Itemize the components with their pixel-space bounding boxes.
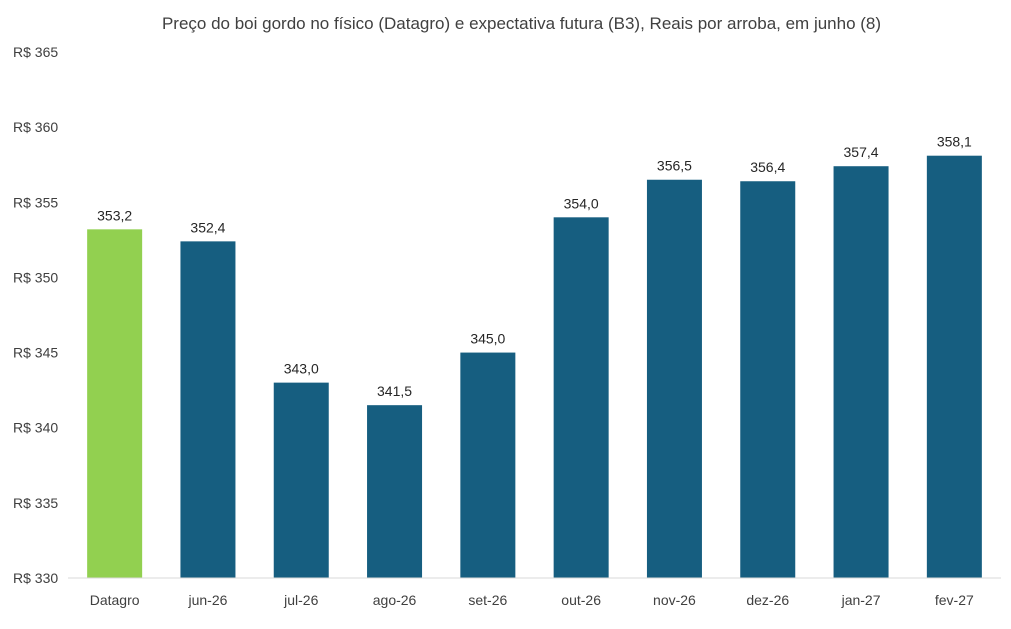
data-label: 345,0 — [470, 331, 505, 347]
bar-dez-26 — [740, 181, 796, 578]
data-label: 354,0 — [564, 195, 599, 211]
data-labels: 353,2 352,4 343,0 341,5 345,0 354,0 356,5 356,4… — [97, 134, 972, 399]
x-tick-label: ago-26 — [373, 592, 417, 608]
y-axis: R$ 330 R$ 335 R$ 340 R$ 345 R$ 350 R$ 355 R$ 3… — [13, 44, 58, 586]
y-tick-label: R$ 340 — [13, 420, 58, 436]
x-axis: Datagro jun-26 jul-26 ago-26 set-26 out-26 nov… — [68, 577, 1001, 608]
data-label: 356,5 — [657, 158, 692, 174]
bars — [87, 155, 982, 579]
data-label: 356,4 — [750, 159, 785, 175]
bar-ago-26 — [367, 405, 423, 578]
x-tick-label: nov-26 — [653, 592, 696, 608]
bar-datagro — [87, 229, 143, 578]
x-tick-label: jan-27 — [841, 592, 881, 608]
data-label: 341,5 — [377, 383, 412, 399]
data-label: 343,0 — [284, 361, 319, 377]
x-tick-label: jun-26 — [187, 592, 227, 608]
y-tick-label: R$ 345 — [13, 345, 58, 361]
x-tick-label: jul-26 — [283, 592, 318, 608]
bar-jul-26 — [273, 382, 329, 578]
bar-nov-26 — [646, 179, 702, 578]
data-label: 357,4 — [844, 144, 879, 160]
x-tick-label: fev-27 — [935, 592, 974, 608]
y-tick-label: R$ 365 — [13, 44, 58, 60]
bar-set-26 — [460, 352, 516, 578]
bar-out-26 — [553, 217, 609, 579]
y-tick-label: R$ 350 — [13, 269, 58, 285]
data-label: 358,1 — [937, 134, 972, 150]
y-tick-label: R$ 330 — [13, 570, 58, 586]
data-label: 352,4 — [190, 219, 225, 235]
y-tick-label: R$ 360 — [13, 119, 58, 135]
x-tick-label: set-26 — [468, 592, 507, 608]
y-tick-label: R$ 355 — [13, 194, 58, 210]
bar-fev-27 — [926, 155, 982, 578]
bar-jun-26 — [180, 241, 236, 579]
x-tick-label: dez-26 — [746, 592, 789, 608]
x-tick-label: Datagro — [90, 592, 140, 608]
data-label: 353,2 — [97, 207, 132, 223]
y-tick-label: R$ 335 — [13, 495, 58, 511]
x-tick-label: out-26 — [561, 592, 601, 608]
chart-title: Preço do boi gordo no físico (Datagro) e… — [161, 14, 882, 33]
bar-jan-27 — [833, 166, 889, 578]
